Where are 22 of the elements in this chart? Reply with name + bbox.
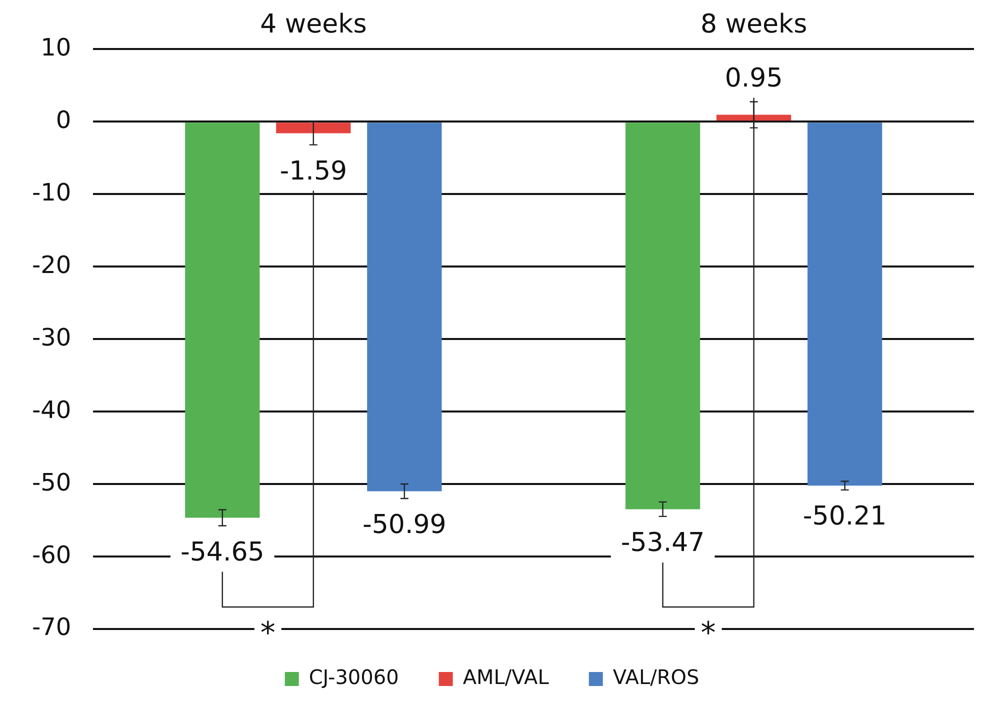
y-tick-label: -20 <box>32 250 72 279</box>
y-tick-label: -60 <box>32 540 72 569</box>
x-tick-label: 4 weeks <box>260 9 367 40</box>
y-tick-label: 10 <box>40 33 72 62</box>
data-label: -1.59 <box>280 156 348 187</box>
y-tick-label: 0 <box>56 106 72 134</box>
y-tick-label: -50 <box>32 468 72 496</box>
y-tick-label: -70 <box>32 613 72 642</box>
x-tick-label: 8 weeks <box>700 9 808 40</box>
y-tick-label: -10 <box>32 178 72 206</box>
annotation: * <box>260 616 276 651</box>
y-tick-label: -40 <box>32 396 72 424</box>
data-label: 0.95 <box>724 63 783 94</box>
legend-label: AML/VAL <box>462 665 550 690</box>
legend-label: CJ-30060 <box>308 665 399 690</box>
data-label: -50.99 <box>362 510 446 540</box>
data-label: -50.21 <box>802 502 887 532</box>
legend-label: VAL/ROS <box>612 665 700 690</box>
data-label: -53.47 <box>620 528 705 558</box>
data-label: -54.65 <box>180 537 264 568</box>
y-tick-label: -30 <box>32 323 72 352</box>
annotation: * <box>700 616 716 651</box>
